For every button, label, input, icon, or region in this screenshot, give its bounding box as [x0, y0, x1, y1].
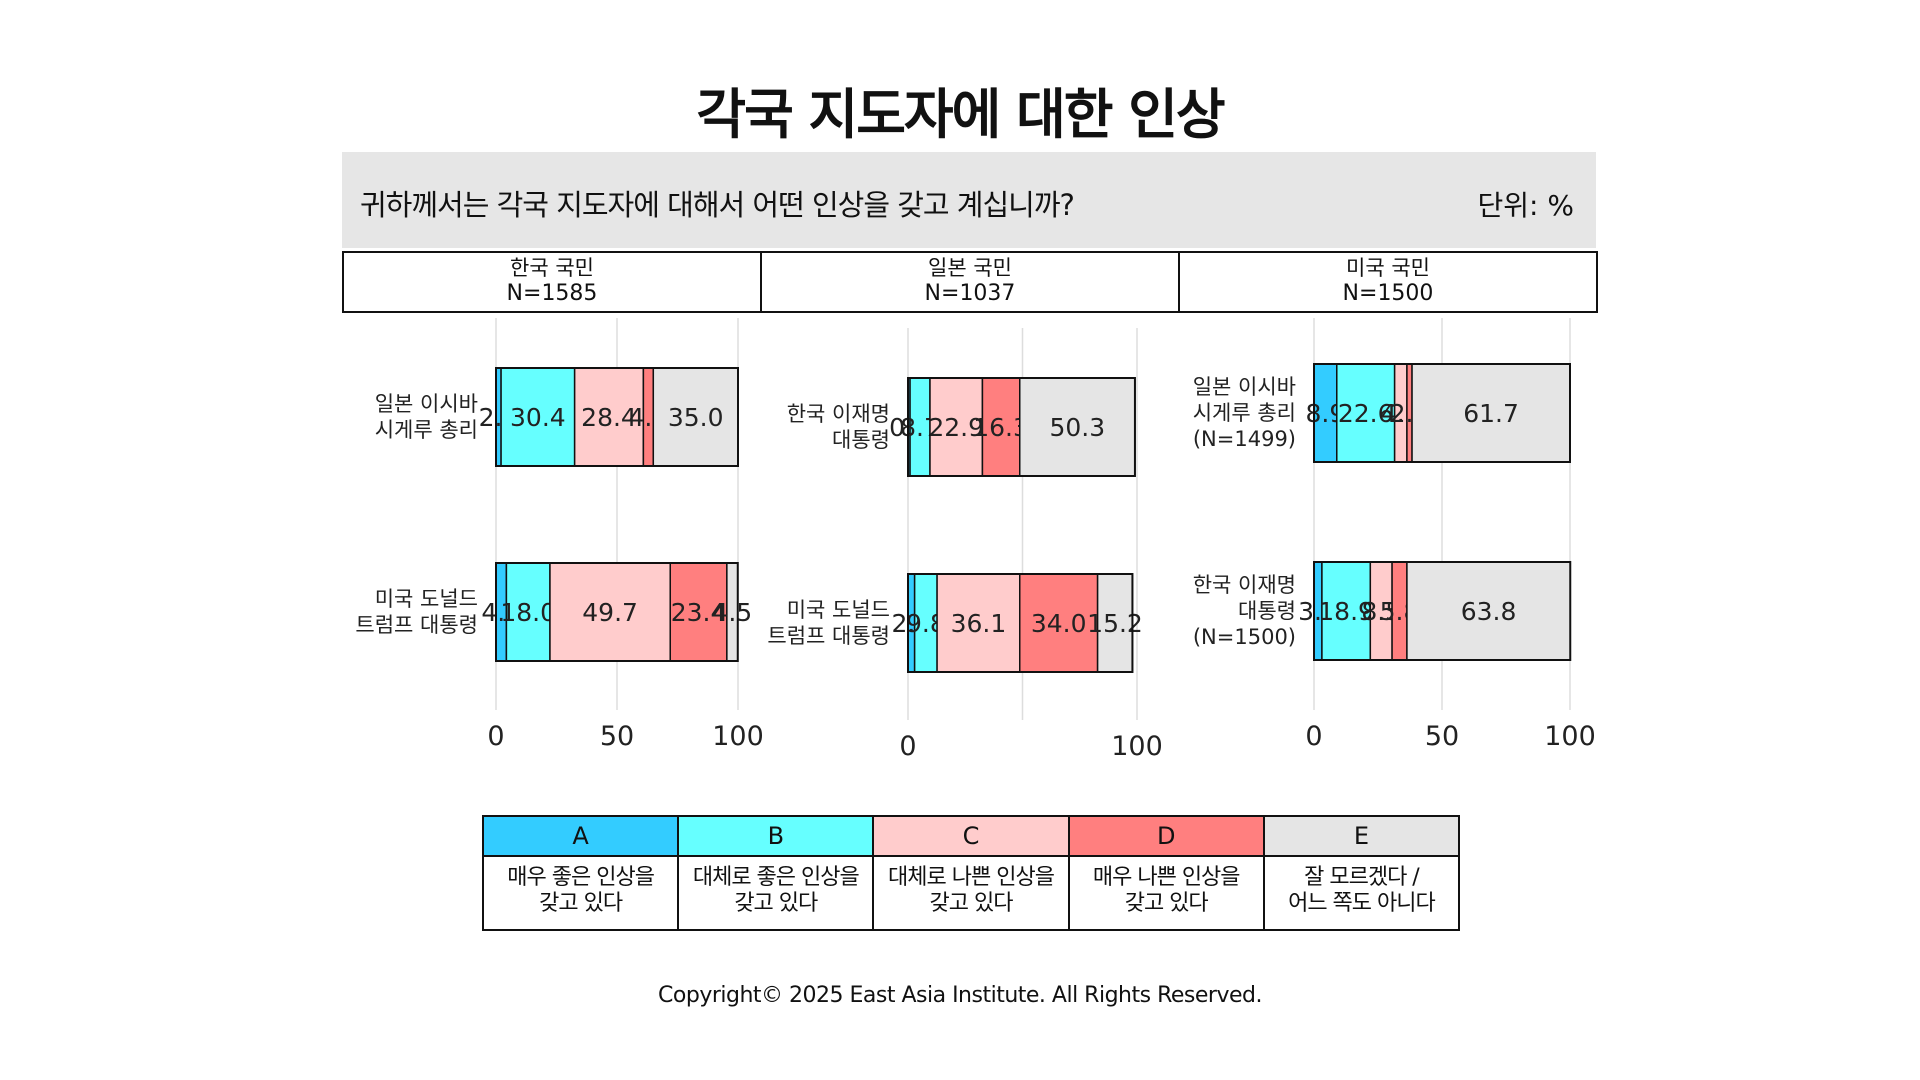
data-label: 23.4 [671, 598, 727, 627]
group-name: 미국 국민 [1346, 256, 1430, 280]
group-sample-size: N=1585 [506, 281, 598, 306]
data-label: 34.0 [1031, 609, 1087, 638]
legend-key: C [874, 817, 1068, 857]
category-label: 트럼프 대통령 [355, 613, 478, 637]
legend-item-b: B 대체로 좋은 인상을 갖고 있다 [679, 817, 875, 929]
x-tick-label: 50 [1425, 721, 1459, 752]
data-label: 50.3 [1050, 413, 1106, 442]
data-label: 63.8 [1461, 597, 1517, 626]
data-label: 61.7 [1463, 399, 1519, 428]
data-label: 18.9 [1318, 597, 1374, 626]
category-label: 대통령 [832, 428, 890, 452]
bar-segment-b [1336, 363, 1396, 463]
legend-desc-line2: 갖고 있다 [734, 891, 818, 916]
category-label: 대통령 [1238, 599, 1296, 623]
data-label: 28.4 [581, 403, 637, 432]
data-label: 30.4 [510, 403, 566, 432]
category-label: 미국 도널드 [375, 587, 478, 611]
category-label: 트럼프 대통령 [767, 624, 890, 648]
question-box: 귀하께서는 각국 지도자에 대해서 어떤 인상을 갖고 계십니까? 단위: % [342, 152, 1596, 248]
legend-desc-line2: 어느 쪽도 아니다 [1288, 891, 1436, 916]
bar-outline [907, 573, 1134, 673]
group-sample-size: N=1500 [1342, 281, 1434, 306]
group-header-korea: 한국 국민 N=1585 [344, 253, 762, 311]
bar-segment-d [981, 377, 1021, 477]
question-text: 귀하께서는 각국 지도자에 대해서 어떤 인상을 갖고 계십니까? [360, 188, 1075, 222]
category-label: 미국 도널드 [787, 598, 890, 622]
legend-description: 대체로 나쁜 인상을 갖고 있다 [874, 857, 1067, 929]
legend-description: 잘 모르겠다 / 어느 쪽도 아니다 [1265, 857, 1458, 929]
category-label: (N=1500) [1193, 625, 1296, 649]
legend-item-c: C 대체로 나쁜 인상을 갖고 있다 [874, 817, 1070, 929]
legend-table: A 매우 좋은 인상을 갖고 있다 B 대체로 좋은 인상을 갖고 있다 C 대… [482, 815, 1460, 931]
bar-outline [495, 562, 739, 662]
data-label: 4.5 [712, 598, 752, 627]
category-label: (N=1499) [1193, 427, 1296, 451]
legend-desc-line2: 갖고 있다 [929, 891, 1014, 916]
legend-description: 매우 좋은 인상을 갖고 있다 [484, 857, 677, 929]
data-label: 18.0 [500, 598, 556, 627]
x-tick-label: 100 [1111, 731, 1163, 762]
group-header-japan: 일본 국민 N=1037 [762, 253, 1180, 311]
data-label: 15.2 [1087, 609, 1143, 638]
legend-item-e: E 잘 모르겠다 / 어느 쪽도 아니다 [1264, 817, 1459, 929]
group-header: 한국 국민 N=1585 일본 국민 N=1037 미국 국민 N=1500 [342, 251, 1598, 313]
x-tick-label: 100 [1544, 721, 1596, 752]
bar-segment-e [1411, 363, 1571, 463]
x-tick-label: 0 [487, 721, 504, 752]
legend-desc-line2: 갖고 있다 [1124, 891, 1209, 916]
legend-key: A [484, 817, 678, 857]
data-label: 36.1 [951, 609, 1007, 638]
x-tick-label: 0 [899, 731, 916, 762]
legend-desc-line1: 잘 모르겠다 / [1304, 865, 1420, 890]
legend-desc-line1: 매우 나쁜 인상을 [1092, 865, 1241, 890]
category-label: 시게루 총리 [1193, 401, 1296, 425]
legend-desc-line2: 갖고 있다 [539, 891, 623, 916]
legend-item-d: D 매우 나쁜 인상을 갖고 있다 [1069, 817, 1265, 929]
group-sample-size: N=1037 [924, 281, 1016, 306]
legend-key: B [679, 817, 873, 857]
category-label: 시게루 총리 [375, 418, 478, 442]
category-label: 한국 이재명 [1193, 573, 1296, 597]
data-label: 35.0 [668, 403, 724, 432]
bar-outline [1313, 561, 1572, 661]
data-label: 22.9 [928, 413, 984, 442]
category-label: 일본 이시바 [375, 392, 478, 416]
data-label: 22.6 [1338, 399, 1394, 428]
copyright-notice: Copyright© 2025 East Asia Institute. All… [658, 983, 1262, 1008]
bar-segment-e [1406, 561, 1572, 661]
legend-item-a: A 매우 좋은 인상을 갖고 있다 [484, 817, 680, 929]
legend-key: E [1264, 817, 1459, 857]
chart-title: 각국 지도자에 대한 인상 [696, 83, 1225, 146]
group-name: 일본 국민 [928, 256, 1012, 280]
bar-segment-c [936, 573, 1021, 673]
unit-label: 단위: % [1477, 189, 1574, 222]
group-header-usa: 미국 국민 N=1500 [1180, 253, 1596, 311]
category-label: 일본 이시바 [1193, 375, 1296, 399]
legend-desc-line1: 매우 좋은 인상을 [507, 865, 655, 890]
data-label: 49.7 [582, 598, 638, 627]
legend-key: D [1069, 817, 1263, 857]
legend-desc-line1: 대체로 나쁜 인상을 [888, 865, 1055, 890]
group-name: 한국 국민 [510, 256, 594, 280]
legend-description: 매우 나쁜 인상을 갖고 있다 [1070, 857, 1263, 929]
bar-outline [1313, 363, 1571, 463]
x-tick-label: 0 [1305, 721, 1322, 752]
x-tick-label: 50 [600, 721, 634, 752]
legend-desc-line1: 대체로 좋은 인상을 [692, 865, 860, 890]
bar-outline [907, 377, 1136, 477]
x-tick-label: 100 [712, 721, 764, 752]
legend-description: 대체로 좋은 인상을 갖고 있다 [679, 857, 872, 929]
category-label: 한국 이재명 [787, 402, 890, 426]
bar-outline [495, 367, 739, 467]
